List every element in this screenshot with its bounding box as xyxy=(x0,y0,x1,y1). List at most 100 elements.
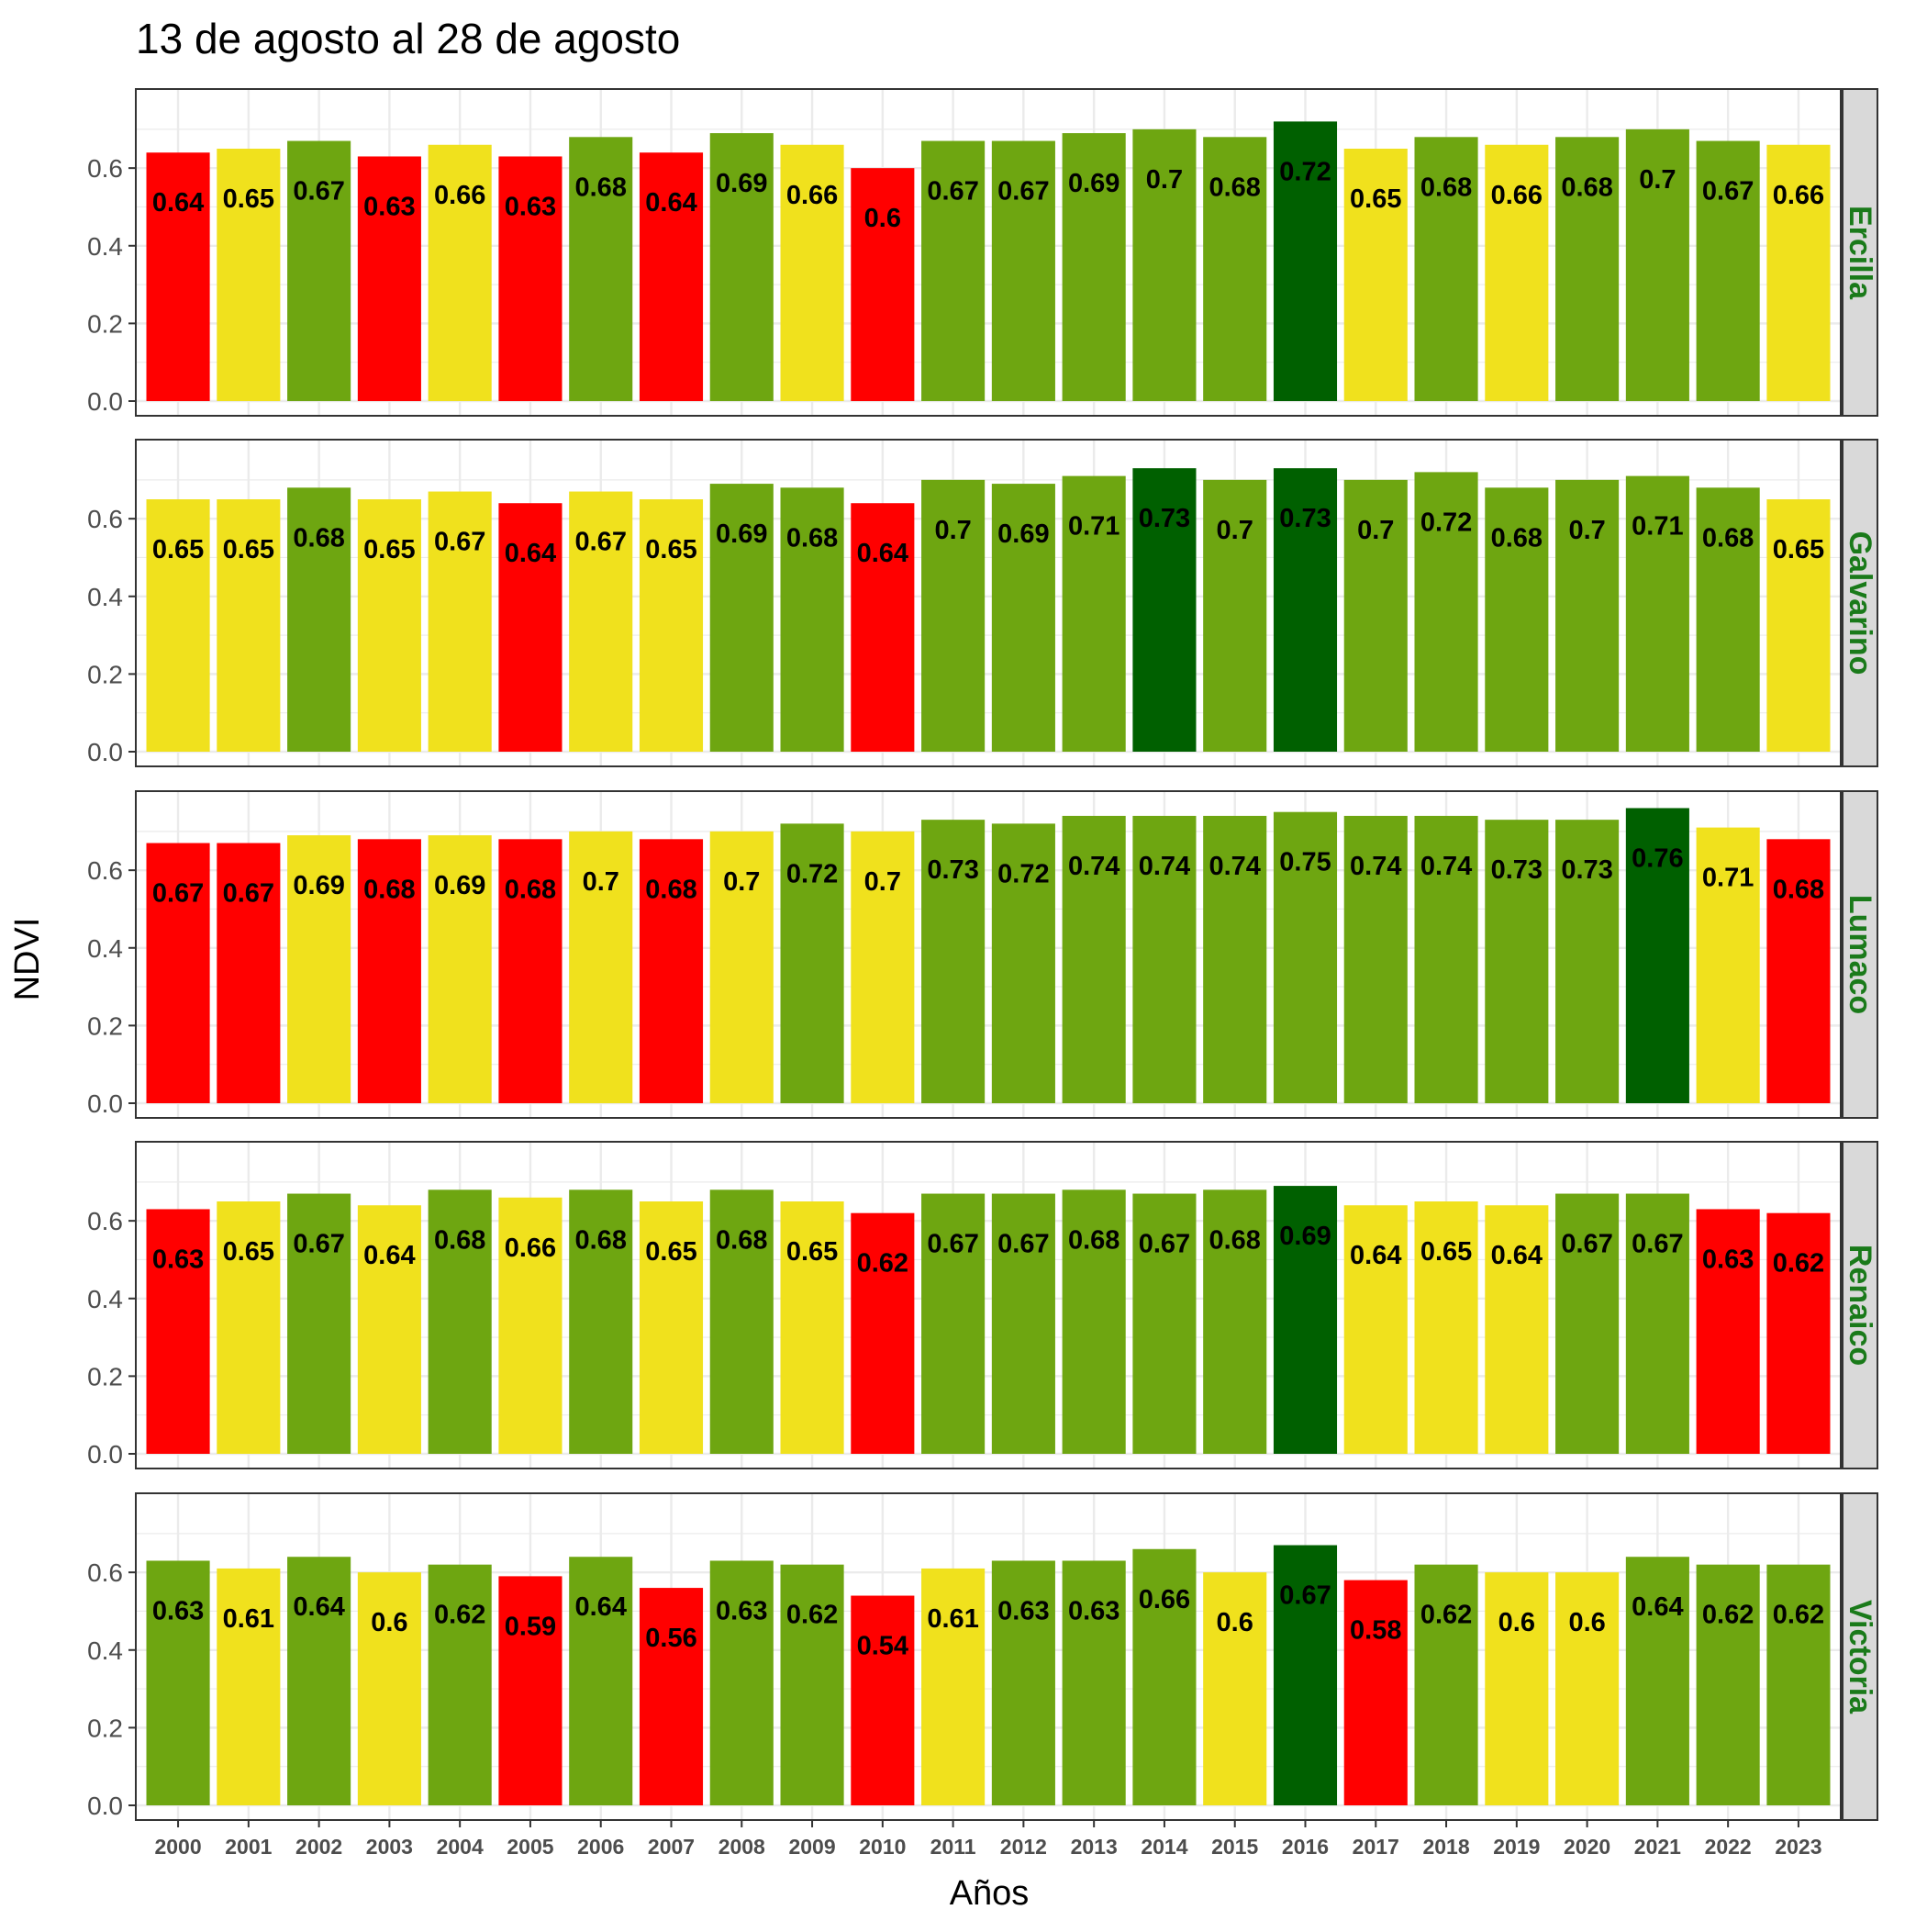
bar-ercilla-2007 xyxy=(639,152,704,401)
bar-lumaco-2006 xyxy=(569,831,633,1103)
data-label: 0.64 xyxy=(293,1592,344,1622)
data-label: 0.69 xyxy=(997,519,1049,549)
bar-lumaco-2016 xyxy=(1273,811,1338,1103)
bar-victoria-2011 xyxy=(921,1568,986,1805)
bar-victoria-2004 xyxy=(428,1564,492,1805)
bar-galvarino-2022 xyxy=(1696,487,1760,752)
data-label: 0.68 xyxy=(1561,173,1612,202)
data-label: 0.67 xyxy=(152,879,204,909)
data-label: 0.68 xyxy=(1420,173,1472,202)
data-label: 0.73 xyxy=(1491,855,1543,885)
x-tick-label-2020: 2020 xyxy=(1564,1835,1610,1859)
y-tick-label: 0.0 xyxy=(87,1792,123,1820)
bar-renaico-2003 xyxy=(357,1205,421,1454)
bar-lumaco-2007 xyxy=(639,839,704,1103)
x-tick-label-2012: 2012 xyxy=(1000,1835,1047,1859)
data-label: 0.68 xyxy=(293,523,344,553)
bar-victoria-2013 xyxy=(1062,1560,1126,1805)
bar-lumaco-2009 xyxy=(780,823,844,1103)
bar-renaico-2005 xyxy=(498,1197,563,1454)
bar-galvarino-2004 xyxy=(428,491,492,752)
bar-victoria-2015 xyxy=(1203,1572,1267,1805)
bar-lumaco-2019 xyxy=(1485,820,1549,1103)
data-label: 0.6 xyxy=(371,1608,407,1637)
data-label: 0.75 xyxy=(1279,848,1331,877)
data-label: 0.66 xyxy=(1491,181,1543,210)
y-tick-label: 0.4 xyxy=(87,1636,123,1665)
data-label: 0.68 xyxy=(1209,173,1260,202)
x-tick-label-2007: 2007 xyxy=(648,1835,695,1859)
data-label: 0.63 xyxy=(152,1245,204,1274)
bar-lumaco-2012 xyxy=(991,823,1055,1103)
data-label: 0.6 xyxy=(1217,1608,1253,1637)
x-tick-label-2003: 2003 xyxy=(366,1835,413,1859)
x-tick-label-2006: 2006 xyxy=(577,1835,624,1859)
bar-lumaco-2008 xyxy=(709,831,774,1103)
data-label: 0.62 xyxy=(1702,1601,1754,1630)
bar-ercilla-2002 xyxy=(287,140,351,402)
data-label: 0.72 xyxy=(1420,508,1472,537)
facet-strip xyxy=(1842,1141,1878,1469)
data-label: 0.67 xyxy=(927,1230,978,1259)
bar-victoria-2008 xyxy=(709,1560,774,1805)
bar-lumaco-2005 xyxy=(498,839,563,1103)
bar-galvarino-2007 xyxy=(639,499,704,752)
bar-lumaco-2002 xyxy=(287,835,351,1103)
data-label: 0.62 xyxy=(857,1249,908,1279)
bar-renaico-2010 xyxy=(851,1212,915,1454)
data-label: 0.65 xyxy=(1350,184,1401,214)
bar-galvarino-2020 xyxy=(1555,479,1620,752)
data-label: 0.69 xyxy=(434,871,485,900)
data-label: 0.69 xyxy=(716,519,767,549)
data-label: 0.68 xyxy=(575,173,627,202)
data-label: 0.72 xyxy=(997,859,1049,888)
panel-border xyxy=(135,88,1842,417)
bar-renaico-2000 xyxy=(146,1209,210,1454)
bar-renaico-2015 xyxy=(1203,1189,1267,1454)
data-label: 0.74 xyxy=(1209,852,1260,881)
y-tick-label: 0.2 xyxy=(87,309,123,338)
bar-ercilla-2022 xyxy=(1696,140,1760,402)
x-tick-label-2005: 2005 xyxy=(507,1835,553,1859)
data-label: 0.64 xyxy=(575,1592,627,1622)
data-label: 0.73 xyxy=(1279,504,1331,533)
bar-victoria-2016 xyxy=(1273,1545,1338,1805)
bar-galvarino-2016 xyxy=(1273,468,1338,752)
data-label: 0.71 xyxy=(1702,864,1754,893)
data-label: 0.6 xyxy=(864,204,901,233)
data-label: 0.68 xyxy=(1068,1225,1119,1255)
bar-victoria-2014 xyxy=(1132,1548,1197,1805)
data-label: 0.64 xyxy=(505,539,556,568)
data-label: 0.72 xyxy=(1279,157,1331,186)
data-label: 0.64 xyxy=(645,188,696,218)
bar-lumaco-2014 xyxy=(1132,815,1197,1103)
bar-ercilla-2019 xyxy=(1485,144,1549,401)
bar-lumaco-2015 xyxy=(1203,815,1267,1103)
y-tick-label: 0.4 xyxy=(87,934,123,963)
bar-victoria-2000 xyxy=(146,1560,210,1805)
bar-lumaco-2018 xyxy=(1414,815,1478,1103)
bar-ercilla-2001 xyxy=(217,149,281,401)
bar-renaico-2018 xyxy=(1414,1201,1478,1454)
data-label: 0.61 xyxy=(223,1604,274,1634)
bar-ercilla-2015 xyxy=(1203,137,1267,402)
bar-ercilla-2016 xyxy=(1273,121,1338,401)
data-label: 0.76 xyxy=(1632,843,1683,873)
bar-lumaco-2000 xyxy=(146,843,210,1103)
panel-border xyxy=(135,1492,1842,1821)
facet-label-renaico: Renaico xyxy=(1843,1245,1877,1366)
x-tick-label-2014: 2014 xyxy=(1141,1835,1187,1859)
bar-victoria-2012 xyxy=(991,1560,1055,1805)
data-label: 0.68 xyxy=(716,1225,767,1255)
x-tick-label-2008: 2008 xyxy=(718,1835,765,1859)
data-label: 0.67 xyxy=(575,528,627,557)
y-tick-label: 0.2 xyxy=(87,660,123,688)
y-tick-label: 0.6 xyxy=(87,856,123,885)
x-tick-label-2002: 2002 xyxy=(295,1835,342,1859)
data-label: 0.65 xyxy=(223,184,274,214)
data-label: 0.64 xyxy=(1491,1241,1543,1270)
bar-galvarino-2023 xyxy=(1766,499,1831,752)
data-label: 0.68 xyxy=(505,875,556,904)
bar-victoria-2007 xyxy=(639,1588,704,1805)
data-label: 0.7 xyxy=(1146,165,1183,195)
